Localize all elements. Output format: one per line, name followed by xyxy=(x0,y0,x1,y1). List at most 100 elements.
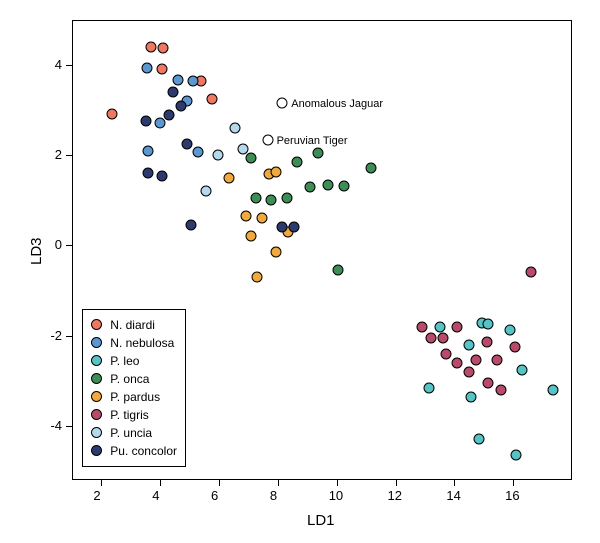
scatter-point xyxy=(281,193,292,204)
scatter-point xyxy=(312,148,323,159)
scatter-point xyxy=(483,319,494,330)
legend-label: P. pardus xyxy=(110,390,160,404)
legend-item: P. tigris xyxy=(91,406,177,424)
legend-swatch xyxy=(91,427,102,438)
x-tick-label: 2 xyxy=(93,488,100,503)
scatter-point xyxy=(425,332,436,343)
scatter-point xyxy=(193,146,204,157)
legend-item: P. leo xyxy=(91,352,177,370)
x-tick-label: 10 xyxy=(329,488,343,503)
scatter-point xyxy=(339,180,350,191)
scatter-point xyxy=(452,357,463,368)
y-tick-label: 4 xyxy=(55,57,62,72)
y-tick-mark xyxy=(66,65,72,66)
scatter-point xyxy=(143,168,154,179)
y-tick-mark xyxy=(66,155,72,156)
legend-label: P. leo xyxy=(110,354,139,368)
legend-swatch xyxy=(91,373,102,384)
scatter-point xyxy=(277,221,288,232)
scatter-point xyxy=(146,42,157,53)
scatter-point xyxy=(496,384,507,395)
legend-swatch xyxy=(91,355,102,366)
x-tick-mark xyxy=(337,480,338,486)
scatter-point xyxy=(246,152,257,163)
scatter-point xyxy=(237,143,248,154)
scatter-point xyxy=(230,123,241,134)
scatter-point xyxy=(464,366,475,377)
scatter-point xyxy=(547,384,558,395)
scatter-point xyxy=(437,332,448,343)
x-tick-mark xyxy=(219,480,220,486)
legend-swatch xyxy=(91,391,102,402)
scatter-point xyxy=(333,265,344,276)
scatter-point xyxy=(511,450,522,461)
x-tick-label: 12 xyxy=(388,488,402,503)
scatter-point xyxy=(505,325,516,336)
scatter-point xyxy=(156,170,167,181)
y-tick-label: -2 xyxy=(50,328,62,343)
legend-item: P. onca xyxy=(91,370,177,388)
scatter-point xyxy=(471,355,482,366)
legend-item: Pu. concolor xyxy=(91,442,177,460)
x-tick-label: 14 xyxy=(446,488,460,503)
legend-swatch xyxy=(91,445,102,456)
scatter-point xyxy=(289,222,300,233)
legend-label: P. uncia xyxy=(110,426,152,440)
scatter-point xyxy=(168,87,179,98)
y-tick-mark xyxy=(66,245,72,246)
scatter-point xyxy=(240,211,251,222)
y-tick-label: 2 xyxy=(55,147,62,162)
scatter-point xyxy=(158,42,169,53)
legend-label: P. onca xyxy=(110,372,149,386)
scatter-point xyxy=(155,117,166,128)
legend-swatch xyxy=(91,409,102,420)
scatter-point xyxy=(464,339,475,350)
scatter-point xyxy=(175,100,186,111)
scatter-point xyxy=(424,382,435,393)
scatter-point xyxy=(417,321,428,332)
scatter-point xyxy=(212,150,223,161)
scatter-point xyxy=(434,321,445,332)
scatter-point xyxy=(164,109,175,120)
legend-label: P. tigris xyxy=(110,408,148,422)
scatter-point xyxy=(440,348,451,359)
legend: N. diardiN. nebulosaP. leoP. oncaP. pard… xyxy=(82,309,186,467)
scatter-point xyxy=(492,355,503,366)
x-tick-mark xyxy=(278,480,279,486)
x-tick-mark xyxy=(513,480,514,486)
legend-item: P. uncia xyxy=(91,424,177,442)
scatter-point xyxy=(265,195,276,206)
annotated-point xyxy=(262,134,273,145)
scatter-point xyxy=(481,337,492,348)
scatter-point xyxy=(200,186,211,197)
legend-swatch xyxy=(91,319,102,330)
scatter-point xyxy=(474,434,485,445)
legend-item: N. diardi xyxy=(91,316,177,334)
y-axis-label: LD3 xyxy=(28,237,45,265)
x-tick-mark xyxy=(101,480,102,486)
x-tick-mark xyxy=(454,480,455,486)
annotation-label: Anomalous Jaguar xyxy=(291,98,383,110)
scatter-point xyxy=(365,162,376,173)
y-tick-label: -4 xyxy=(50,418,62,433)
x-tick-label: 6 xyxy=(211,488,218,503)
scatter-point xyxy=(483,378,494,389)
legend-label: N. diardi xyxy=(110,318,155,332)
y-tick-mark xyxy=(66,336,72,337)
scatter-point xyxy=(156,63,167,74)
scatter-point xyxy=(181,139,192,150)
annotation-label: Peruvian Tiger xyxy=(277,135,348,147)
scatter-point xyxy=(252,272,263,283)
y-tick-mark xyxy=(66,426,72,427)
scatter-point xyxy=(224,172,235,183)
scatter-point xyxy=(322,179,333,190)
legend-swatch xyxy=(91,337,102,348)
scatter-point xyxy=(452,321,463,332)
scatter-point xyxy=(140,116,151,127)
scatter-point xyxy=(106,108,117,119)
scatter-point xyxy=(465,391,476,402)
legend-label: Pu. concolor xyxy=(110,444,177,458)
x-tick-label: 4 xyxy=(152,488,159,503)
scatter-point xyxy=(206,93,217,104)
scatter-point xyxy=(187,75,198,86)
